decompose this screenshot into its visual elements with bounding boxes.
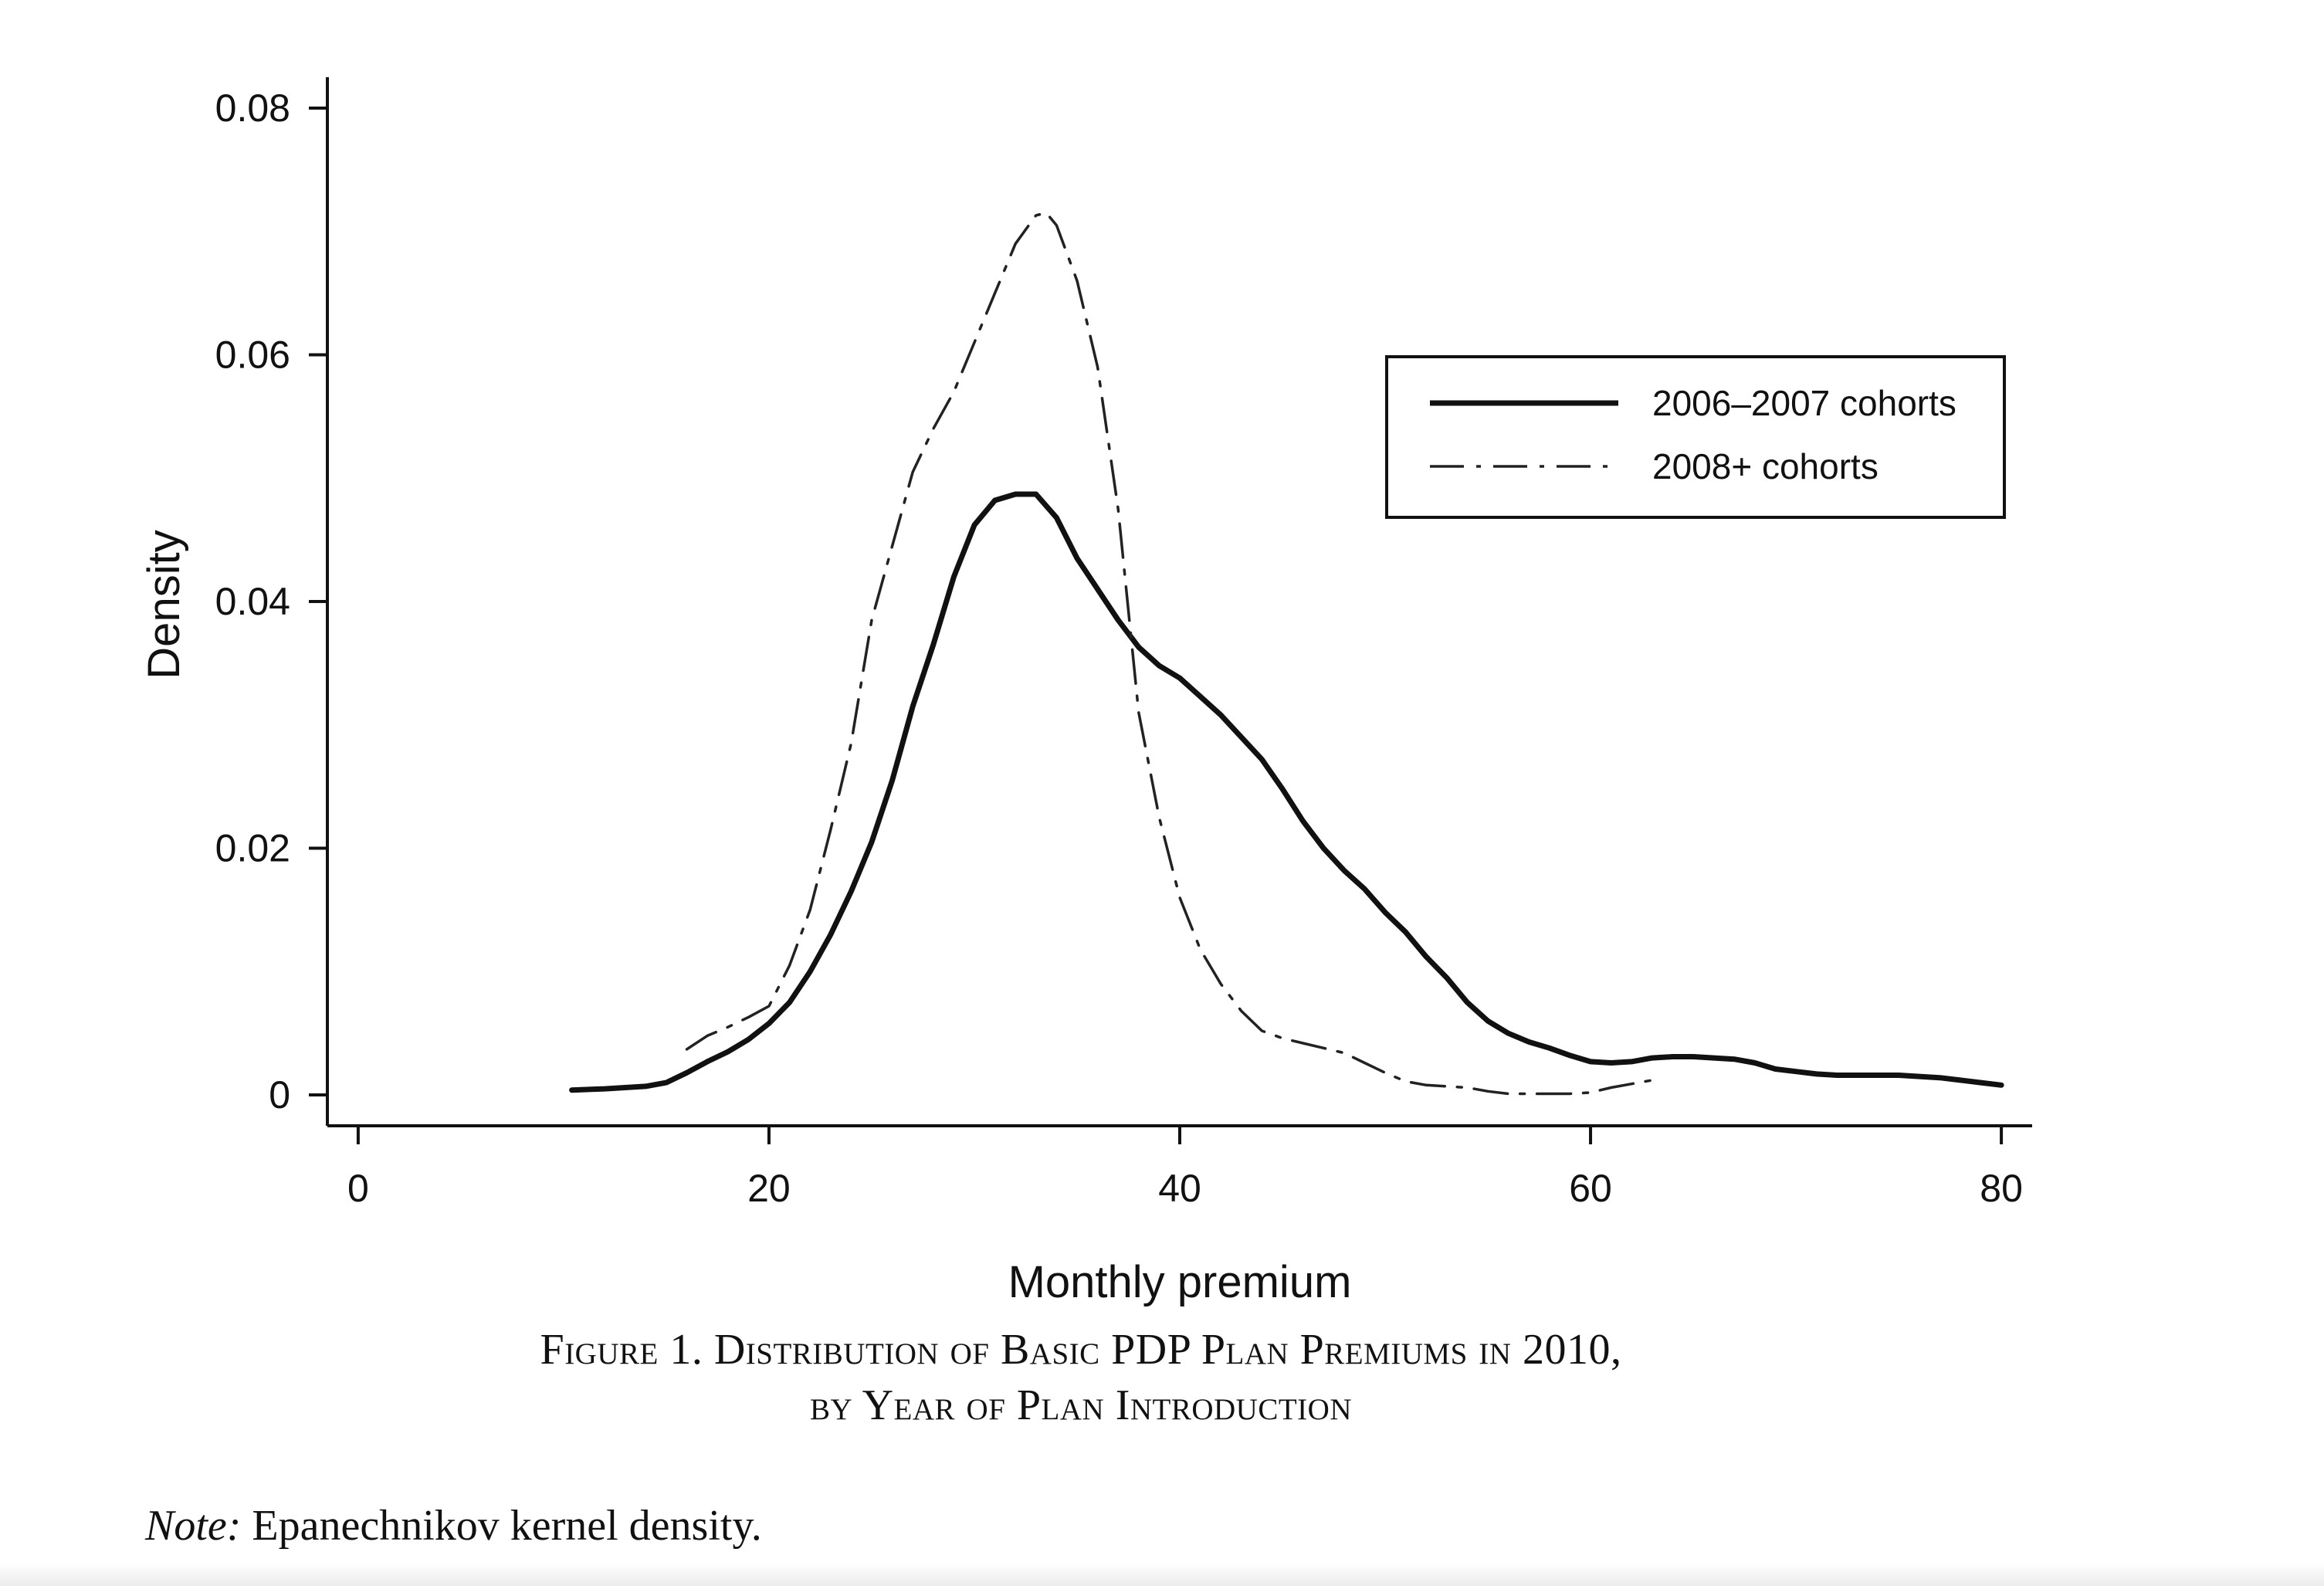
legend: 2006–2007 cohorts 2008+ cohorts xyxy=(1385,355,2006,519)
y-tick-label: 0.06 xyxy=(215,333,290,376)
x-axis-title: Monthly premium xyxy=(1008,1257,1352,1307)
y-tick-label: 0.04 xyxy=(215,580,290,623)
figure-note: Note: Epanechnikov kernel density. xyxy=(145,1501,762,1550)
y-tick-label: 0.08 xyxy=(215,86,290,130)
y-tick-label: 0 xyxy=(269,1073,290,1117)
x-tick-label: 0 xyxy=(347,1167,369,1210)
y-axis-title: Density xyxy=(139,530,189,679)
note-label: Note: xyxy=(145,1502,242,1550)
series-layer xyxy=(569,211,2004,1096)
x-tick-label: 40 xyxy=(1158,1167,1201,1210)
caption-line-2: by Year of Plan Introduction xyxy=(810,1381,1352,1429)
density-chart: 0 0.02 0.04 0.06 0.08 0 20 40 60 80 Monthly premiu… xyxy=(139,77,2032,1307)
page-bottom-shadow xyxy=(0,1563,2324,1586)
series-line-1 xyxy=(569,491,2004,1093)
y-tick-label: 0.02 xyxy=(215,827,290,870)
caption-line-1: Figure 1. Distribution of Basic PDP Plan… xyxy=(540,1326,1622,1374)
legend-label-1: 2006–2007 cohorts xyxy=(1652,383,1956,423)
note-text: Epanechnikov kernel density. xyxy=(241,1502,762,1550)
figure-caption: Figure 1. Distribution of Basic PDP Plan… xyxy=(0,1322,2162,1433)
x-tick-label: 60 xyxy=(1569,1167,1612,1210)
axes: 0 0.02 0.04 0.06 0.08 0 20 40 60 80 Monthly premiu… xyxy=(139,77,2032,1307)
legend-box xyxy=(1385,355,2006,519)
x-tick-label: 80 xyxy=(1980,1167,2023,1210)
x-tick-label: 20 xyxy=(747,1167,791,1210)
series-line-2 xyxy=(685,211,1654,1096)
legend-label-2: 2008+ cohorts xyxy=(1652,446,1879,486)
